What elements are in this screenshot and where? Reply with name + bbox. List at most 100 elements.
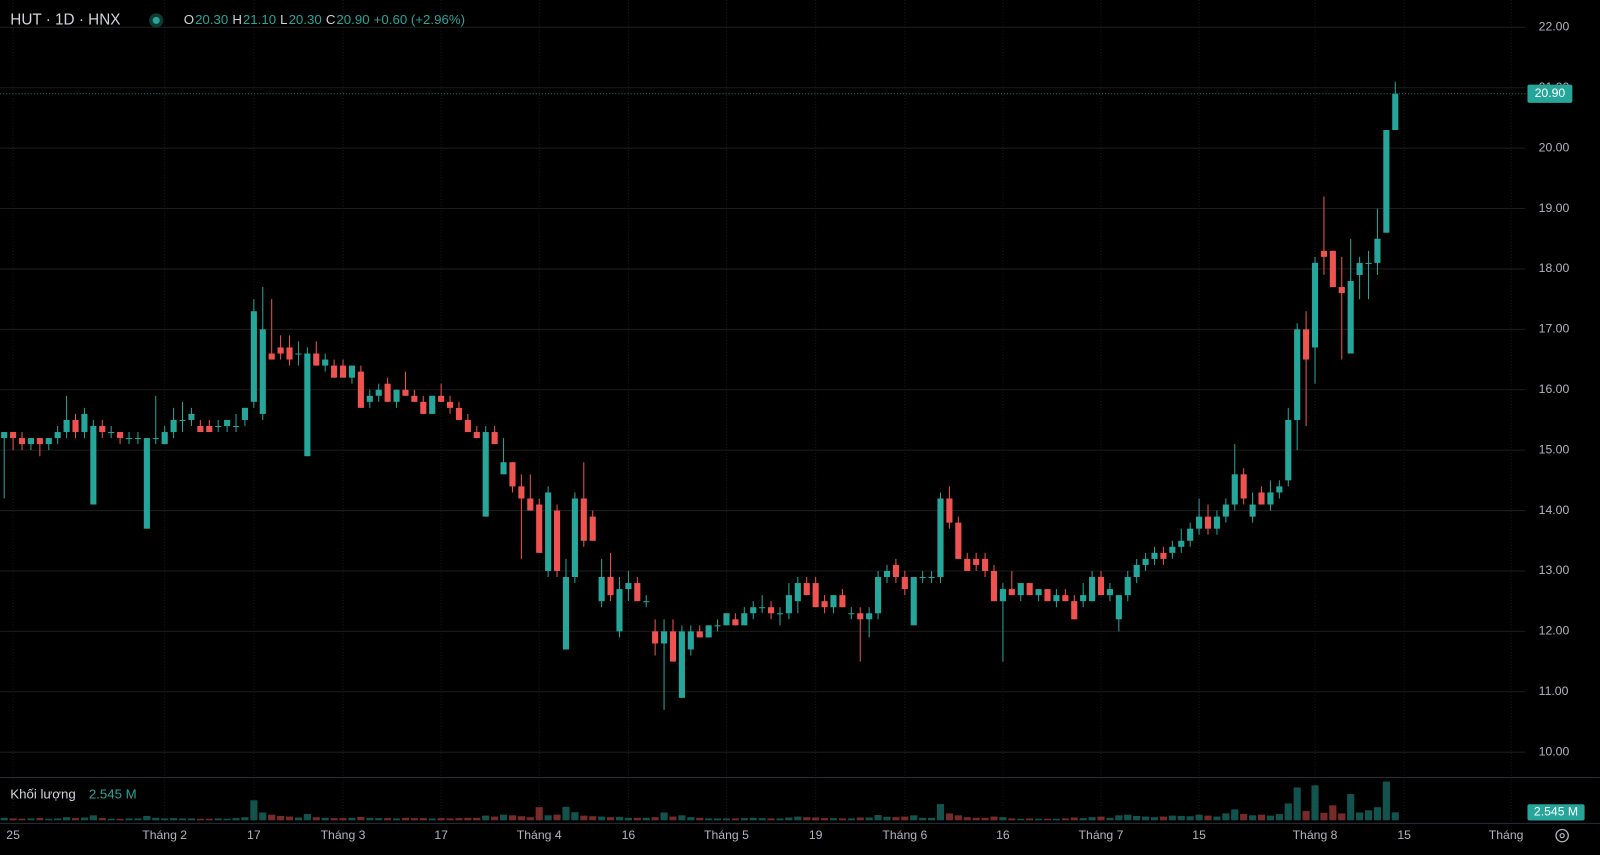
candle-body: [518, 486, 525, 499]
volume-bar: [125, 818, 133, 821]
volume-bar: [901, 816, 909, 821]
volume-bar: [71, 818, 80, 821]
x-tick-label: Tháng 5: [704, 828, 749, 842]
candle-body: [232, 425, 240, 428]
volume-bar: [303, 814, 311, 821]
candle-body: [1044, 589, 1051, 602]
change: +0.60 (+2.96%): [374, 12, 465, 27]
volume-bar: [1168, 815, 1176, 821]
volume-bar: [1017, 818, 1025, 821]
volume-bar: [1311, 785, 1319, 821]
candle-body: [1356, 262, 1363, 275]
x-tick-label: Tháng 9: [1489, 828, 1534, 842]
volume-bar: [1026, 818, 1034, 821]
candle-body: [18, 438, 26, 445]
volume-bar: [722, 818, 731, 821]
volume-bar: [713, 818, 722, 821]
volume-badge: [1527, 804, 1585, 821]
volume-bar: [375, 818, 383, 821]
volume-bar: [1284, 803, 1292, 821]
candle-body: [1311, 262, 1319, 348]
candle-body: [928, 577, 935, 579]
volume-bar: [152, 817, 160, 821]
candle-body: [1196, 516, 1203, 529]
candle-body: [143, 438, 150, 529]
volume-bar: [1106, 817, 1114, 821]
candle-body: [1124, 577, 1131, 596]
x-tick-label: Tháng 2: [142, 828, 187, 842]
volume-bar: [678, 815, 686, 821]
candle-body: [982, 558, 989, 571]
candle-body: [90, 425, 97, 505]
volume-bar: [981, 817, 989, 821]
volume-bar: [642, 817, 650, 821]
y-tick-label: 10.00: [1539, 744, 1570, 758]
volume-bar: [401, 817, 410, 821]
volume-bar: [1061, 818, 1069, 821]
volume-bar: [829, 818, 838, 821]
y-tick-label: 19.00: [1539, 201, 1570, 215]
volume-bar: [606, 817, 615, 821]
volume-bar: [1347, 794, 1355, 821]
candle-body: [1267, 492, 1274, 505]
ohlc-key: H: [232, 12, 242, 27]
gear-icon[interactable]: [1555, 828, 1569, 843]
volume-bar: [526, 817, 534, 821]
volume-bar: [1186, 816, 1194, 821]
x-tick-label: 19: [809, 828, 823, 842]
volume-bar: [1052, 818, 1060, 821]
candle-body: [1133, 564, 1140, 578]
volume-bar: [589, 816, 597, 821]
volume-bar: [330, 818, 338, 821]
candle-body: [803, 583, 810, 596]
y-tick-label: 20.00: [1539, 140, 1570, 154]
volume-bar: [598, 816, 606, 821]
volume-bar: [749, 817, 757, 821]
candle-body: [1222, 504, 1229, 517]
candle-body: [482, 432, 489, 517]
volume-bar: [553, 814, 561, 821]
candle-body: [215, 425, 222, 428]
candle-body: [990, 570, 998, 602]
volume-bar: [963, 817, 971, 821]
candle-body: [1097, 577, 1105, 596]
volume-bar: [624, 817, 632, 821]
volume-bar: [508, 815, 517, 821]
candle-body: [714, 625, 721, 627]
volume-bar: [803, 817, 811, 821]
volume-bar: [865, 817, 873, 821]
volume-bar: [1382, 781, 1390, 821]
candle-body: [500, 462, 507, 475]
volume-bar: [999, 817, 1007, 821]
candle-body: [366, 395, 373, 402]
volume-bar: [98, 818, 106, 821]
settings-button[interactable]: [1555, 828, 1569, 843]
volume-bar: [18, 818, 26, 821]
volume-bar: [321, 817, 329, 821]
volume-bar: [491, 816, 499, 821]
volume-bar: [1240, 814, 1248, 821]
volume-bar: [259, 812, 267, 821]
volume-bar: [785, 817, 793, 821]
candle-body: [1080, 595, 1087, 602]
y-tick-label: 14.00: [1539, 503, 1570, 517]
candle-body: [375, 389, 382, 396]
volume-bar: [241, 817, 249, 821]
candle-body: [1106, 589, 1113, 596]
candle-body: [241, 407, 249, 420]
volume-bar: [660, 812, 668, 821]
candle-body: [188, 413, 195, 420]
candle-body: [1374, 238, 1381, 263]
candle-body: [812, 583, 819, 608]
volume-bar: [669, 816, 677, 821]
x-tick-label: Tháng 6: [882, 828, 927, 842]
candle-body: [108, 432, 115, 434]
candle-body: [669, 631, 677, 662]
volume-bar: [990, 816, 998, 821]
volume-bar: [758, 818, 766, 821]
volume-bar: [820, 818, 829, 821]
candle-body: [1169, 546, 1176, 553]
candle-body: [1231, 474, 1238, 505]
candle-body: [1142, 558, 1149, 565]
